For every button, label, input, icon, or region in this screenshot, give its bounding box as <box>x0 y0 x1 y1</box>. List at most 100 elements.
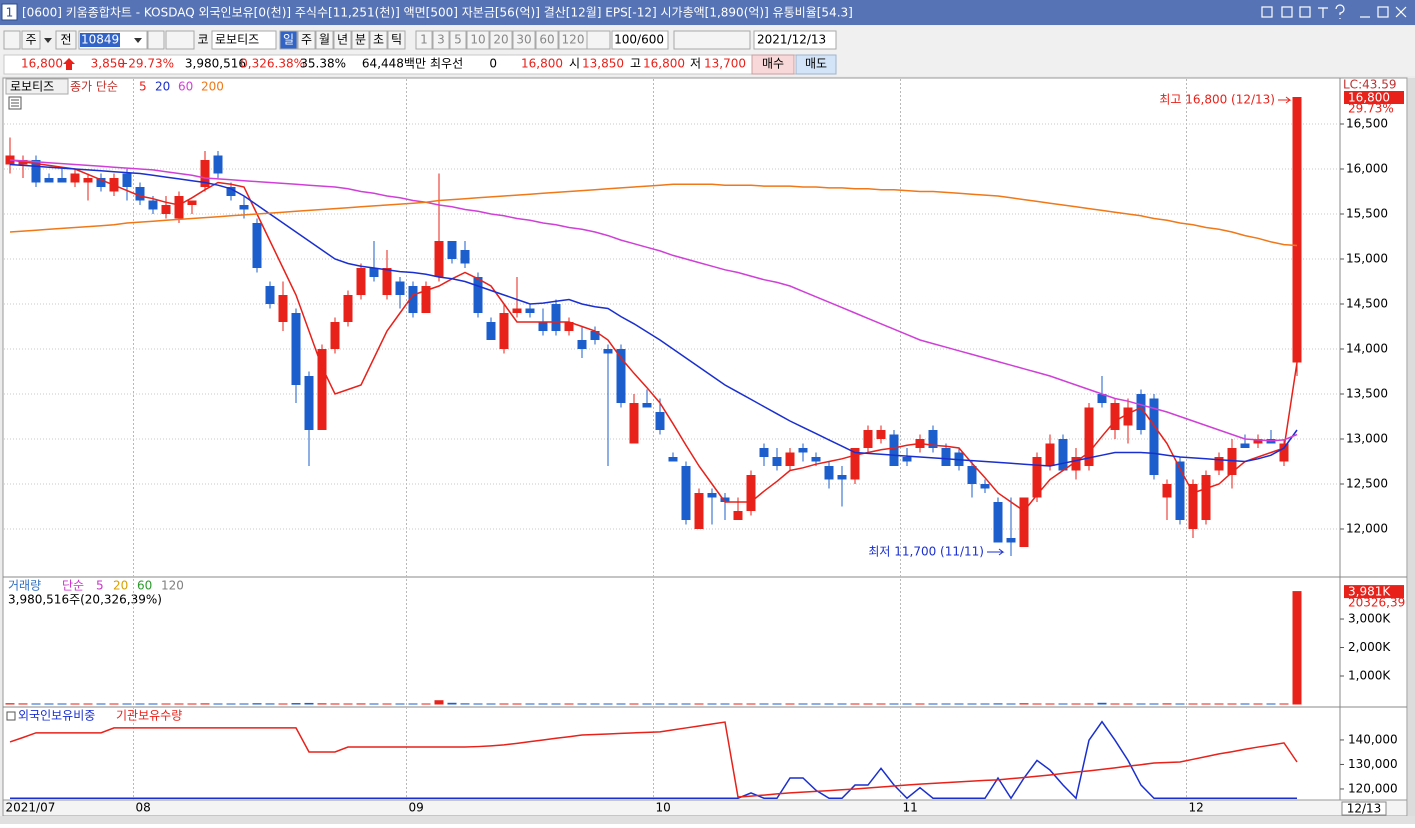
minute[interactable]: 60 <box>539 33 554 47</box>
tool-icons[interactable] <box>673 30 751 50</box>
minute-button[interactable] <box>489 30 513 50</box>
interval[interactable]: 년 <box>337 33 348 47</box>
period-box[interactable] <box>21 30 41 50</box>
bottom-scroll[interactable] <box>0 816 1415 824</box>
minute-button[interactable] <box>535 30 559 50</box>
candle-body <box>798 448 808 453</box>
candle-body <box>1110 403 1120 430</box>
candle-body <box>265 286 275 304</box>
legend-box <box>5 78 69 95</box>
minute-button[interactable] <box>415 30 433 50</box>
volume-bar <box>83 703 93 705</box>
scrollbar[interactable] <box>1408 78 1415 816</box>
volume-bar <box>772 703 782 705</box>
minute-button[interactable] <box>512 30 536 50</box>
minute[interactable]: 10 <box>470 33 485 47</box>
candle-body <box>187 200 197 205</box>
candle-body <box>1084 407 1094 466</box>
minute-button[interactable] <box>449 30 467 50</box>
candle-body <box>226 187 236 196</box>
minute[interactable]: 30 <box>516 33 531 47</box>
interval[interactable]: 분 <box>355 33 366 47</box>
buy-button[interactable] <box>751 54 795 75</box>
buy[interactable]: 매수 <box>762 57 784 71</box>
lc-label: LC:43.59 <box>1343 78 1396 92</box>
candle-body <box>1071 457 1081 471</box>
search-icon[interactable] <box>147 30 165 50</box>
name-box[interactable] <box>211 30 277 50</box>
cursor-box <box>1341 801 1387 816</box>
interval[interactable]: 주 <box>301 33 312 47</box>
candle-body <box>824 466 834 480</box>
quote-row: 16,800 3,850 +29.73% 3,980,516 0,326.38%… <box>3 54 837 75</box>
volume-bar <box>421 703 431 705</box>
candle-body <box>850 448 860 480</box>
minute-button[interactable] <box>466 30 490 50</box>
candle-body <box>252 223 262 268</box>
volume-bar <box>96 703 106 705</box>
volume-bar <box>1162 703 1172 705</box>
volume-bar <box>1227 703 1237 705</box>
menu-icon[interactable] <box>3 30 21 50</box>
volume-bar <box>265 703 275 705</box>
candle-body <box>473 277 483 313</box>
legend-entry: 외국인보유비중 <box>18 709 95 723</box>
candle-body <box>460 250 470 264</box>
candle-body <box>733 511 743 520</box>
volume-bar <box>915 703 925 705</box>
x-tick-label: 08 <box>136 801 151 815</box>
candle-body <box>1162 484 1172 498</box>
legend-entry: 기관보유수량 <box>116 709 182 723</box>
interval[interactable]: 틱 <box>391 33 402 47</box>
interval-button[interactable] <box>279 30 298 50</box>
ma-line <box>9 159 1298 513</box>
dropdown[interactable] <box>44 38 52 43</box>
candle-body <box>44 178 54 183</box>
market-box[interactable] <box>55 30 77 50</box>
minute[interactable]: 1 <box>420 33 428 47</box>
interval-button[interactable] <box>297 30 316 50</box>
interval-button[interactable] <box>387 30 406 50</box>
volume-bar <box>1123 703 1133 705</box>
interval[interactable]: 일 <box>283 33 294 47</box>
window-icons[interactable] <box>1261 4 1407 19</box>
minute[interactable]: 120 <box>562 33 585 47</box>
interval-button[interactable] <box>369 30 388 50</box>
interval[interactable]: 초 <box>373 33 384 47</box>
volume: 3,980,516 <box>185 57 246 71</box>
count-box[interactable] <box>611 30 669 50</box>
interval-button[interactable] <box>333 30 352 50</box>
volume-bar <box>304 702 314 705</box>
volume-bar <box>447 702 457 705</box>
volume-bar <box>928 703 938 705</box>
minute[interactable]: 20 <box>493 33 508 47</box>
interval[interactable]: 월 <box>319 33 330 47</box>
volume-bar <box>369 703 379 705</box>
volume-bar <box>187 703 197 705</box>
candle-body <box>551 304 561 331</box>
volume-bar <box>161 703 171 705</box>
sell[interactable]: 매도 <box>805 57 827 71</box>
minute-button[interactable] <box>558 30 588 50</box>
interval-button[interactable] <box>315 30 334 50</box>
minute[interactable]: 5 <box>454 33 462 47</box>
volume-bar <box>629 703 639 705</box>
sell-button[interactable] <box>795 54 837 75</box>
dropdown[interactable] <box>134 38 142 43</box>
market: 전 <box>60 33 71 47</box>
volume-bar <box>70 703 80 705</box>
volume-bar <box>486 703 496 705</box>
y-tick-label: 2,000K <box>1348 640 1391 654</box>
sound-icon[interactable] <box>165 30 195 50</box>
minute-button[interactable] <box>432 30 450 50</box>
date-box[interactable] <box>753 30 837 50</box>
volume-bar <box>382 703 392 705</box>
interval-button[interactable] <box>351 30 370 50</box>
minute[interactable]: 3 <box>437 33 445 47</box>
y-tick-label: 12,500 <box>1346 477 1388 491</box>
candle-body <box>239 205 249 210</box>
volume-bar <box>44 703 54 705</box>
ma-line <box>9 159 1298 442</box>
